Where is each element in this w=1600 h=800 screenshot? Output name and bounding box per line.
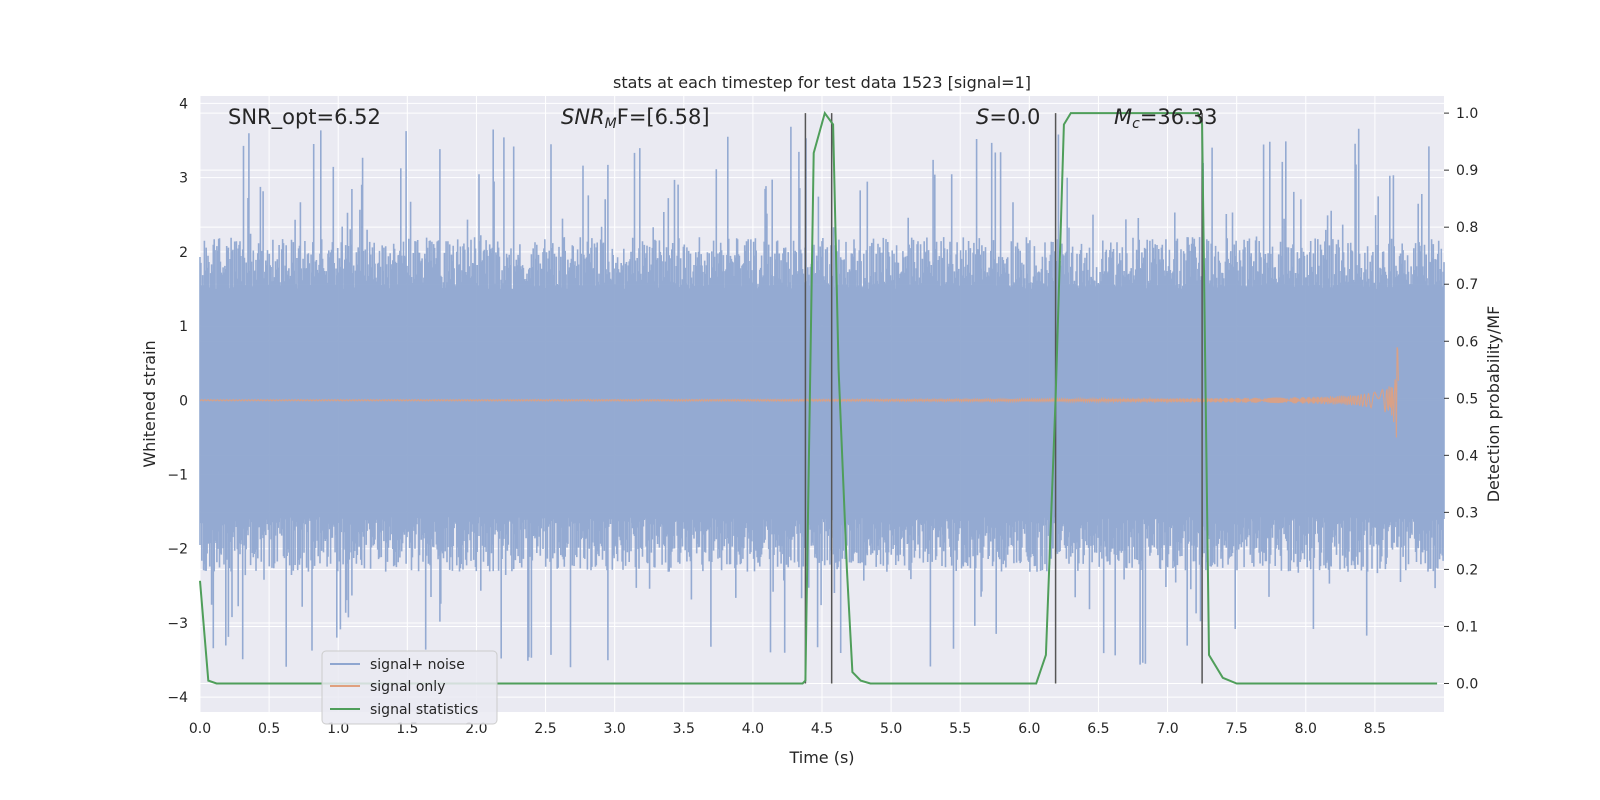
x-tick-label: 0.5 <box>258 721 280 737</box>
x-tick-label: 3.5 <box>673 721 695 737</box>
x-tick-label: 6.5 <box>1087 721 1109 737</box>
x-tick-label: 7.5 <box>1226 721 1248 737</box>
x-tick-label: 6.0 <box>1018 721 1040 737</box>
y-tick-label: −1 <box>167 468 188 484</box>
x-tick-label: 3.0 <box>604 721 626 737</box>
y2-tick-label: 0.8 <box>1456 220 1478 236</box>
y-axis-label: Whitened strain <box>140 340 159 467</box>
signal-only-series <box>199 347 1399 438</box>
x-tick-label: 4.0 <box>742 721 764 737</box>
x-tick-label: 8.0 <box>1295 721 1317 737</box>
y-tick-label: 0 <box>179 393 188 409</box>
signal-only-line <box>199 347 1399 438</box>
annotation-s: S=0.0 <box>976 105 1040 129</box>
x-tick-label: 7.0 <box>1156 721 1178 737</box>
x-tick-label: 4.5 <box>811 721 833 737</box>
axis-ticks: 0.0 0.5 1.0 1.5 2.0 2.5 3.0 3.5 4.0 4.5 5.0 5.5 6.0 6… <box>167 96 1478 737</box>
y-tick-label: 4 <box>179 96 188 112</box>
legend-label-signal-only: signal only <box>370 679 445 695</box>
annotation-mc-sub: c <box>1132 116 1140 132</box>
signal-noise-line <box>199 126 1445 668</box>
signal-statistics-line <box>199 110 1438 685</box>
x-tick-label: 1.5 <box>396 721 418 737</box>
annotation-s-rest: =0.0 <box>989 105 1040 129</box>
annotation-snr-mf-main: SNR <box>561 105 605 129</box>
y2-axis-label: Detection probability/MF <box>1484 306 1503 503</box>
x-tick-label: 2.5 <box>534 721 556 737</box>
x-axis-label: Time (s) <box>788 748 854 767</box>
x-tick-label: 8.5 <box>1364 721 1386 737</box>
y-tick-label: 3 <box>179 171 188 187</box>
annotation-snr-opt: SNR_opt=6.52 <box>228 105 381 130</box>
y2-tick-label: 0.1 <box>1456 619 1478 635</box>
legend: signal+ noise signal only signal statist… <box>321 650 498 725</box>
y-tick-label: 1 <box>179 319 188 335</box>
y-tick-label: 2 <box>179 245 188 261</box>
legend-label-signal-noise: signal+ noise <box>370 657 465 673</box>
y2-tick-label: 0.4 <box>1456 448 1478 464</box>
x-tick-label: 5.0 <box>880 721 902 737</box>
y2-tick-label: 0.3 <box>1456 505 1478 521</box>
signal-statistics-series <box>199 110 1438 685</box>
signal-noise-series <box>199 126 1445 668</box>
x-tick-label: 5.5 <box>949 721 971 737</box>
y2-tick-label: 0.7 <box>1456 277 1478 293</box>
annotation-snr-mf-sub: M <box>605 116 617 132</box>
x-tick-label: 0.0 <box>189 721 211 737</box>
chart-title: stats at each timestep for test data 152… <box>613 73 1031 92</box>
annotation-mc: Mc=36.33 <box>1114 105 1218 132</box>
y2-tick-label: 1.0 <box>1456 106 1478 122</box>
annotation-snr-mf-rest: F=[6.58] <box>617 105 710 129</box>
annotation-mc-main: M <box>1114 105 1132 129</box>
y2-tick-label: 0.0 <box>1456 676 1478 692</box>
y2-tick-label: 0.5 <box>1456 391 1478 407</box>
legend-label-signal-statistics: signal statistics <box>370 702 478 718</box>
y-tick-label: −3 <box>167 616 188 632</box>
annotation-snr-mf: SNRMF=[6.58] <box>561 105 710 132</box>
y2-tick-label: 0.2 <box>1456 562 1478 578</box>
y-tick-label: −4 <box>167 690 188 706</box>
data-layer <box>199 110 1445 685</box>
y2-tick-label: 0.9 <box>1456 163 1478 179</box>
x-tick-label: 1.0 <box>327 721 349 737</box>
legend-box <box>321 650 498 725</box>
annotation-s-main: S <box>976 105 989 129</box>
y2-tick-label: 0.6 <box>1456 334 1478 350</box>
annotation-mc-rest: =36.33 <box>1140 105 1218 129</box>
y-tick-label: −2 <box>167 542 188 558</box>
x-tick-label: 2.0 <box>465 721 487 737</box>
